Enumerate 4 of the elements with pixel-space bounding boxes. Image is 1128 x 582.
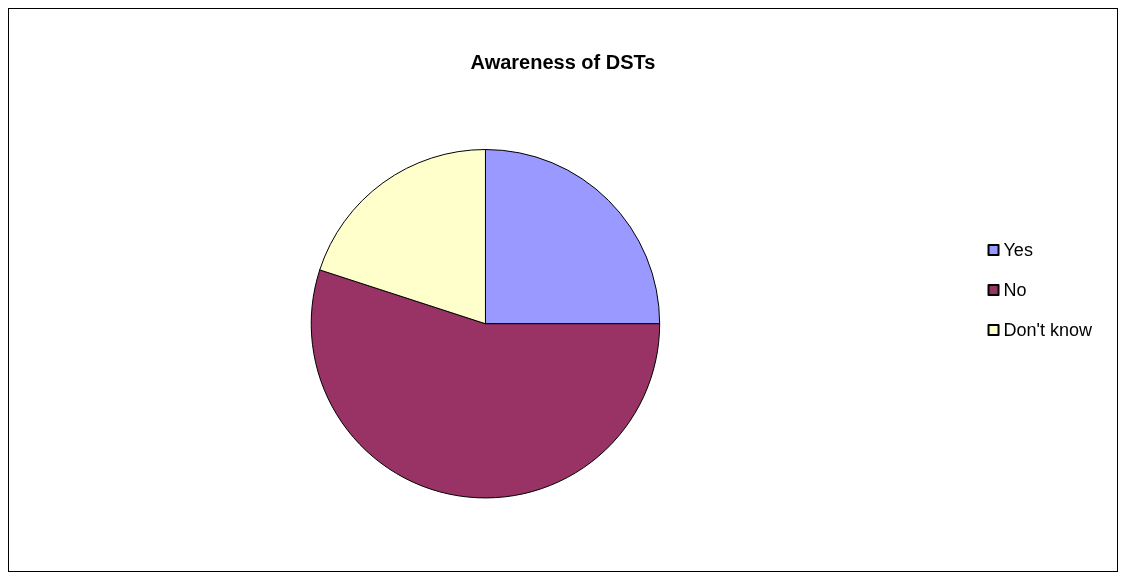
legend-label: No xyxy=(1003,280,1027,300)
legend-label: Don't know xyxy=(1003,320,1093,340)
chart-title: Awareness of DSTs xyxy=(470,51,656,73)
legend-label: Yes xyxy=(1003,240,1033,260)
